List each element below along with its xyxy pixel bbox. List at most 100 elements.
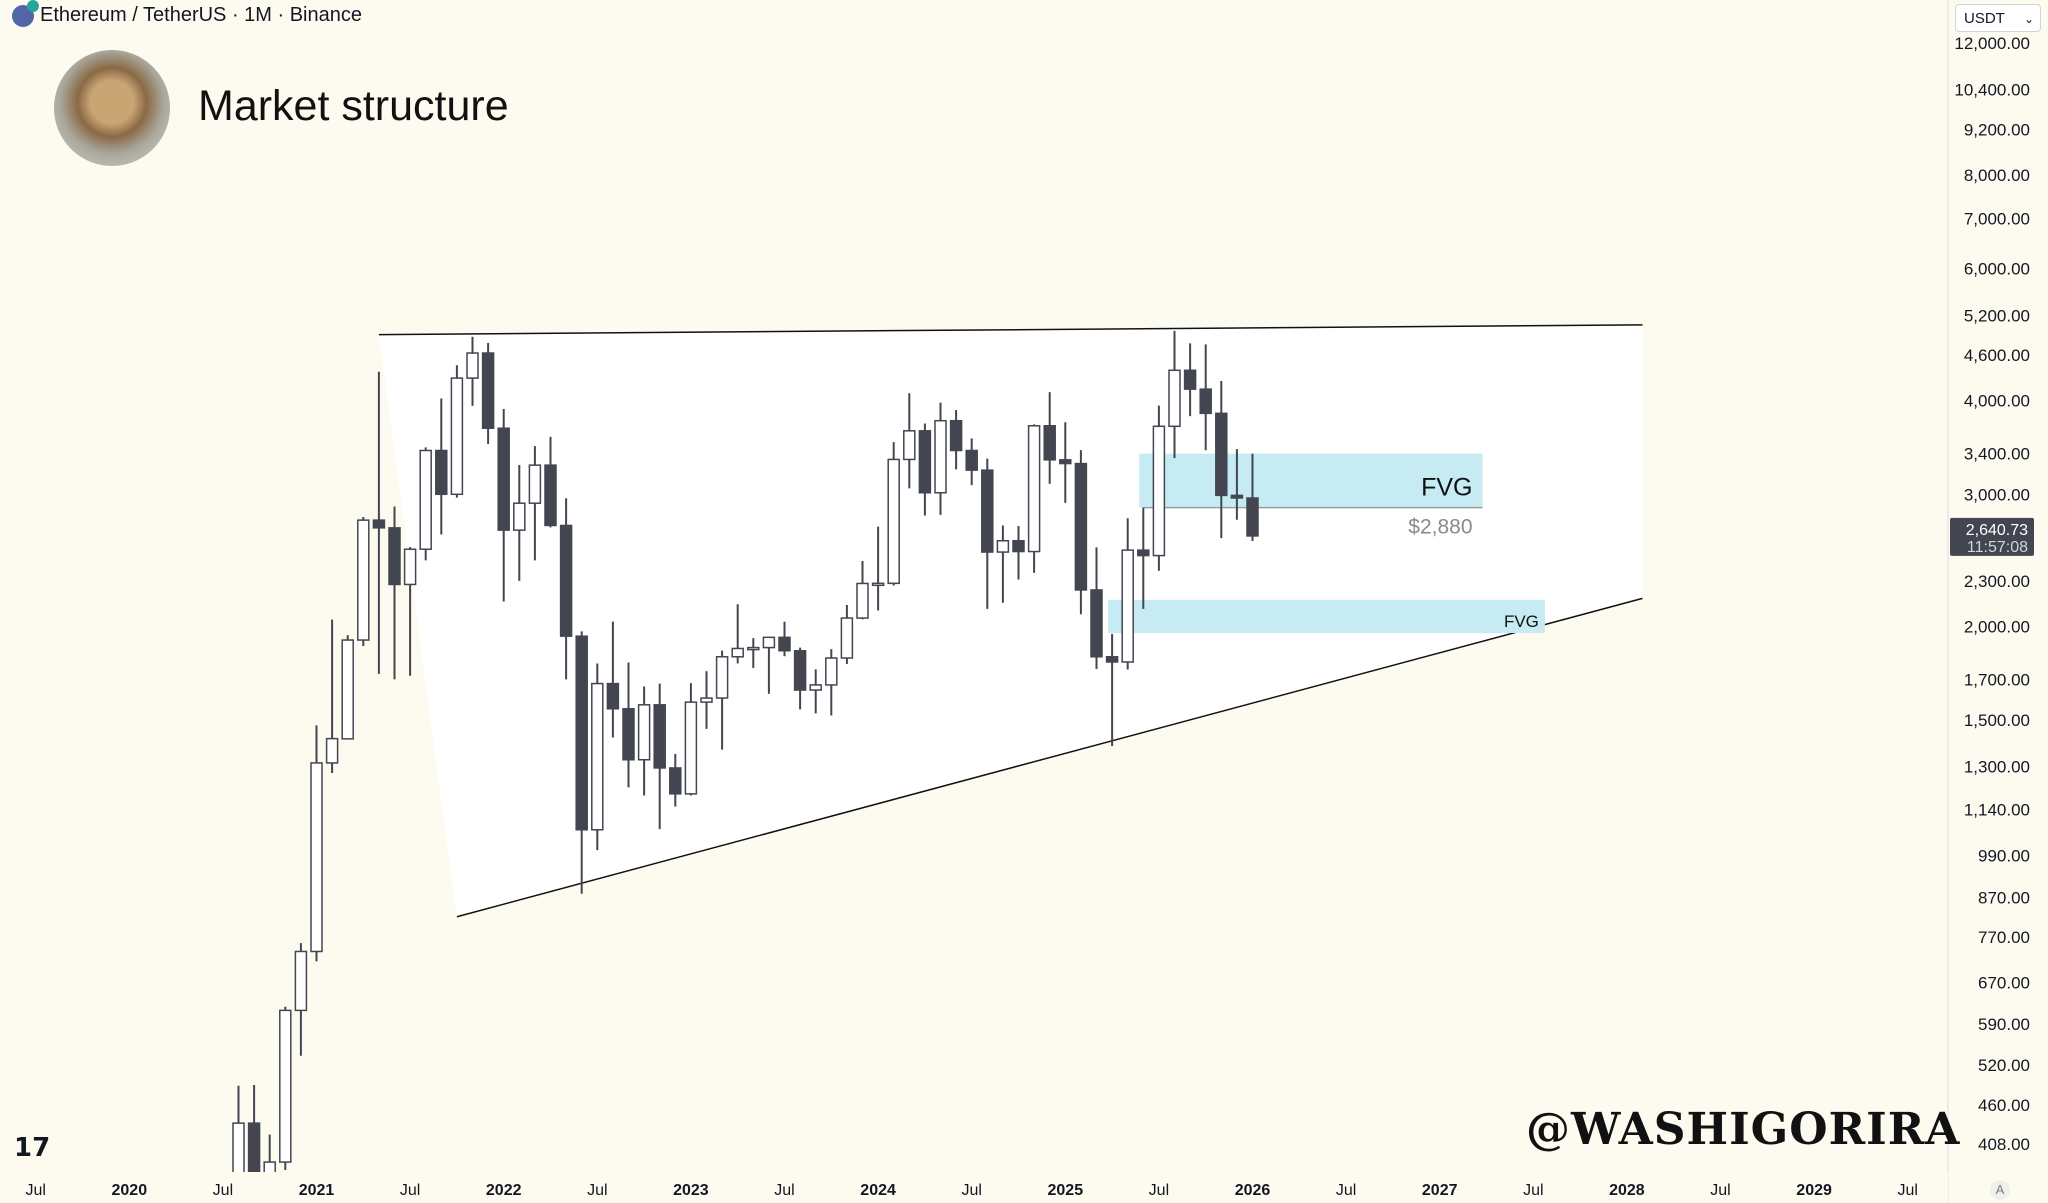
x-tick-label: 2021: [299, 1182, 335, 1199]
candle-body: [450, 377, 464, 496]
candle-body: [466, 352, 479, 379]
x-tick-label: Jul: [961, 1182, 981, 1199]
y-tick-label: 6,000.00: [1964, 260, 2030, 279]
y-tick-label: 3,400.00: [1964, 445, 2030, 464]
x-tick-label: 2022: [486, 1182, 522, 1199]
candle-body: [591, 682, 604, 831]
x-tick-label: 2020: [112, 1182, 148, 1199]
x-tick-label: 2023: [673, 1182, 709, 1199]
candle-body: [825, 657, 838, 686]
candle-body: [559, 524, 573, 637]
candle-body: [793, 649, 807, 691]
candle-body: [887, 458, 900, 585]
x-tick-label: 2028: [1609, 1182, 1645, 1199]
resistance-line: [378, 324, 1643, 336]
y-tick-label: 770.00: [1978, 928, 2030, 947]
x-tick-label: Jul: [1523, 1182, 1543, 1199]
candle-body: [684, 701, 698, 795]
candle-body: [1168, 369, 1181, 428]
y-tick-label: 7,000.00: [1964, 210, 2030, 229]
x-tick-label: 2027: [1422, 1182, 1458, 1199]
x-tick-label: Jul: [25, 1182, 45, 1199]
y-tick-label: 8,000.00: [1964, 166, 2030, 185]
symbol-label: Ethereum / TetherUS · 1M · Binance: [40, 4, 362, 26]
ethereum-coin-icon: [12, 0, 39, 27]
candle-body: [637, 704, 651, 761]
candle-body: [1059, 459, 1072, 465]
symbol-header[interactable]: Ethereum / TetherUS · 1M · Binance: [12, 0, 362, 27]
y-tick-label: 12,000.00: [1954, 34, 2030, 53]
candle-body: [1074, 462, 1088, 591]
y-tick-label: 5,200.00: [1964, 306, 2030, 325]
y-tick-label: 2,300.00: [1964, 572, 2030, 591]
candle-body: [809, 684, 822, 691]
candle-body: [1183, 369, 1197, 390]
chevron-down-icon: ⌄: [2023, 12, 2034, 26]
candle-body: [1152, 425, 1166, 557]
y-tick-label: 870.00: [1978, 888, 2030, 907]
candle-body: [1090, 589, 1103, 658]
fvg-upper-zone: [1139, 453, 1483, 508]
candle-body: [325, 737, 339, 764]
y-tick-label: 3,000.00: [1964, 485, 2030, 504]
candle-body: [435, 449, 448, 496]
tradingview-logo-icon[interactable]: 𝟭𝟳: [14, 1132, 51, 1162]
candle-body: [388, 527, 401, 586]
candle-body: [419, 449, 432, 550]
candle-body: [934, 419, 947, 494]
candle-body: [622, 708, 635, 761]
candle-body: [544, 464, 557, 527]
candle-body: [871, 582, 885, 587]
x-tick-label: Jul: [1149, 1182, 1169, 1199]
x-tick-label: 2029: [1796, 1182, 1832, 1199]
currency-label: USDT: [1964, 10, 2005, 27]
candle-body: [762, 636, 776, 649]
candle-body: [669, 767, 682, 795]
candle-body: [606, 682, 620, 710]
price-axis: [1948, 0, 2048, 1203]
x-tick-label: 2026: [1235, 1182, 1271, 1199]
candle-body: [341, 639, 354, 740]
candle-body: [279, 1009, 292, 1163]
candle-body: [903, 430, 916, 461]
candle-body: [965, 449, 978, 471]
candle-body: [294, 950, 308, 1012]
watermark: @WASHIGORIRA: [1526, 1104, 1961, 1155]
candle-body: [747, 646, 760, 651]
y-tick-label: 2,000.00: [1964, 617, 2030, 636]
candle-body: [1121, 549, 1134, 663]
time-axis: [0, 1172, 1948, 1203]
candle-body: [981, 469, 994, 553]
support-line: [456, 597, 1643, 918]
currency-select[interactable]: USDT ⌄: [1955, 4, 2041, 32]
y-tick-label: 670.00: [1978, 973, 2030, 992]
fvg-lower-zone: [1108, 599, 1545, 633]
candle-body: [357, 519, 370, 641]
candle-body: [856, 582, 869, 619]
y-tick-label: 590.00: [1978, 1015, 2030, 1034]
candle-body: [731, 647, 744, 658]
candle-body: [528, 464, 542, 504]
candle-body: [1215, 412, 1228, 497]
x-tick-label: Jul: [1897, 1182, 1917, 1199]
x-tick-label: Jul: [587, 1182, 607, 1199]
auto-scale-button[interactable]: A: [1990, 1180, 2010, 1200]
y-tick-label: 408.00: [1978, 1135, 2030, 1154]
last-price-label: 2,640.73: [1966, 522, 2028, 539]
candle-body: [497, 427, 510, 531]
y-tick-label: 460.00: [1978, 1096, 2030, 1115]
candle-body: [1137, 549, 1150, 557]
countdown-label: 11:57:08: [1967, 539, 2028, 556]
candle-body: [700, 697, 713, 703]
fvg-upper-label: FVG: [1421, 474, 1472, 502]
y-tick-label: 4,000.00: [1964, 392, 2030, 411]
y-tick-label: 1,700.00: [1964, 670, 2030, 689]
fvg-level-label: $2,880: [1408, 516, 1472, 539]
candle-body: [481, 352, 495, 429]
candle-body: [653, 704, 666, 769]
candle-body: [778, 636, 791, 652]
candle-body: [1012, 539, 1025, 553]
candle-body: [403, 548, 417, 586]
